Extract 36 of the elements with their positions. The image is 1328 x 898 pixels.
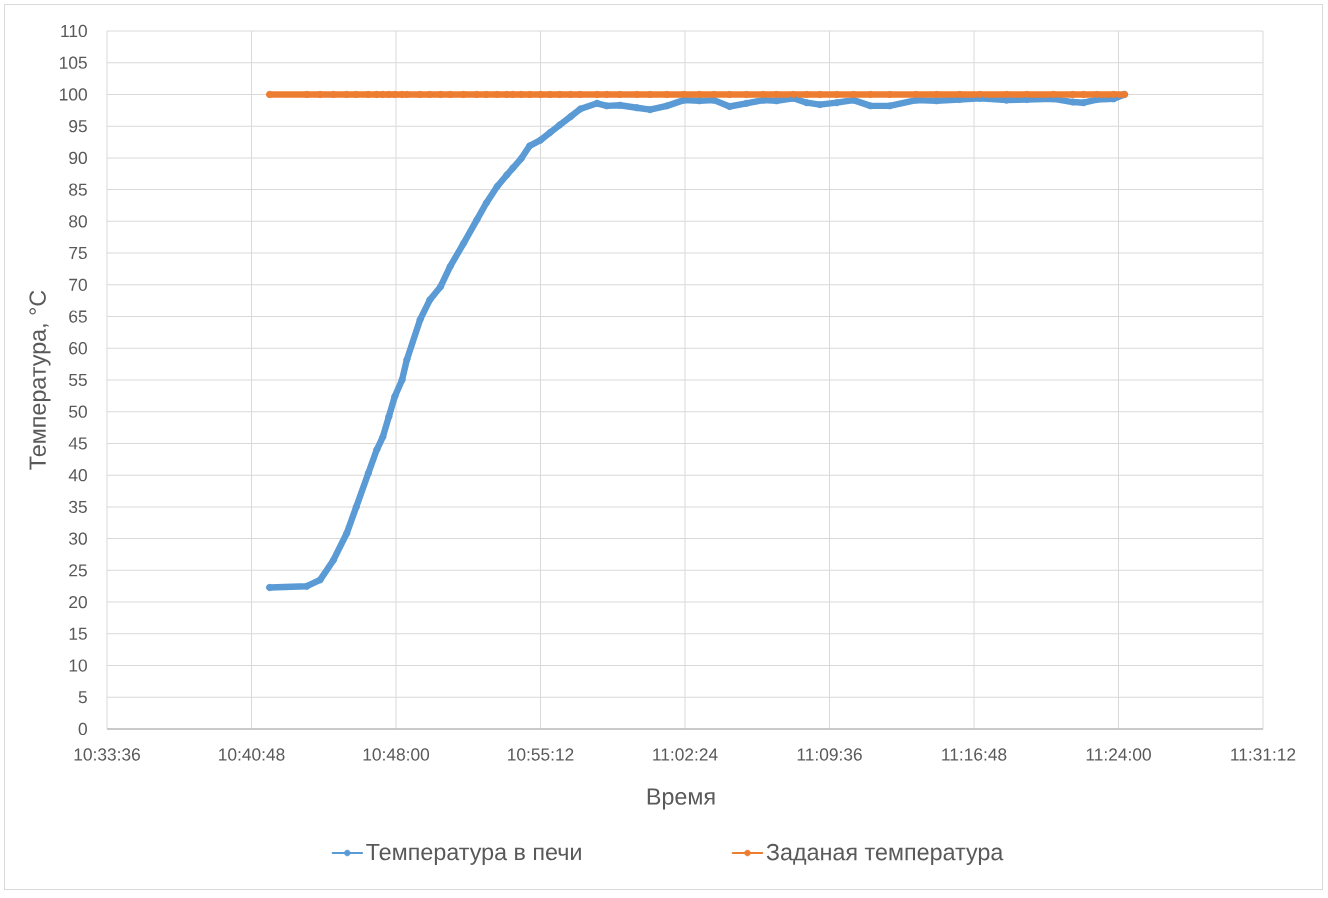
y-tick-label: 15 bbox=[69, 627, 87, 640]
y-tick-label: 60 bbox=[69, 342, 87, 355]
y-tick-label: 20 bbox=[69, 595, 87, 609]
y-tick-label: 10 bbox=[69, 659, 87, 672]
y-axis-title: Температура, °C bbox=[29, 290, 51, 470]
y-tick-label: 5 bbox=[78, 691, 87, 704]
y-tick-label: 50 bbox=[69, 405, 87, 418]
y-tick-label: 70 bbox=[69, 278, 87, 291]
legend-label: Заданая температура bbox=[766, 843, 1004, 866]
y-tick-label: 0 bbox=[78, 722, 87, 736]
x-tick-label: 11:02:24 bbox=[653, 748, 718, 761]
x-tick-label: 10:48:00 bbox=[363, 748, 430, 761]
y-tick-label: 40 bbox=[68, 469, 87, 482]
x-axis-title: Время bbox=[647, 788, 715, 810]
x-tick-label: 11:16:48 bbox=[942, 748, 1007, 761]
y-tick-label: 100 bbox=[60, 88, 87, 101]
y-tick-label: 55 bbox=[69, 373, 87, 387]
x-tick-label: 11:24:00 bbox=[1086, 748, 1151, 761]
x-tick-label: 10:33:36 bbox=[74, 748, 140, 761]
x-tick-label: 10:55:12 bbox=[508, 748, 574, 761]
legend-label: Температура в печи bbox=[366, 843, 581, 865]
y-tick-label: 110 bbox=[61, 24, 87, 38]
y-tick-label: 75 bbox=[69, 247, 87, 260]
y-tick-label: 65 bbox=[69, 310, 87, 323]
y-tick-label: 85 bbox=[69, 183, 87, 196]
y-tick-label: 35 bbox=[69, 500, 87, 514]
y-tick-label: 95 bbox=[69, 120, 87, 133]
y-tick-label: 30 bbox=[69, 532, 87, 545]
y-tick-label: 90 bbox=[69, 151, 87, 165]
x-tick-label: 11:31:12 bbox=[1231, 748, 1296, 761]
x-tick-label: 11:09:36 bbox=[797, 748, 862, 761]
y-tick-label: 105 bbox=[60, 56, 87, 69]
x-tick-label: 10:40:48 bbox=[219, 748, 285, 761]
y-tick-label: 25 bbox=[69, 564, 87, 577]
y-tick-label: 80 bbox=[69, 215, 87, 228]
y-tick-label: 45 bbox=[68, 437, 87, 450]
